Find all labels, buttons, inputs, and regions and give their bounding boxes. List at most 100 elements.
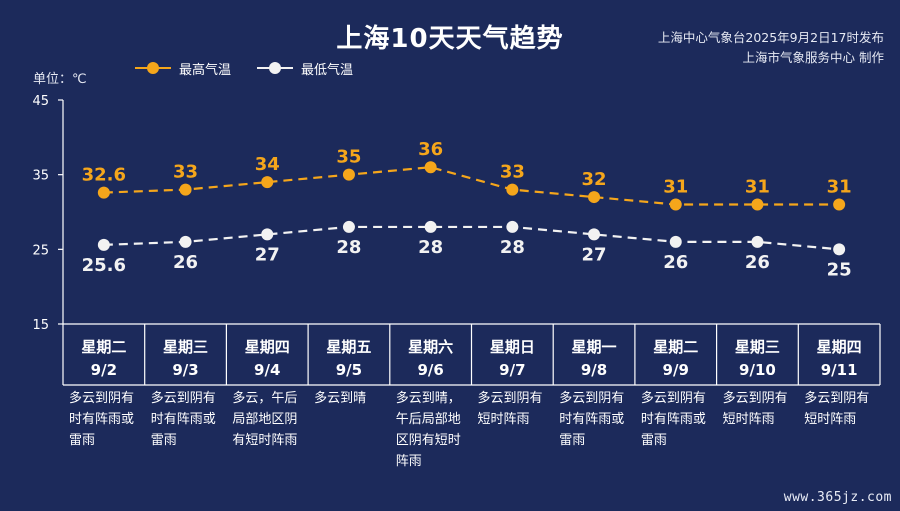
day-date: 9/4	[254, 361, 281, 379]
data-point-high	[261, 176, 274, 189]
day-weekday: 星期六	[408, 338, 454, 356]
chart-series	[97, 161, 846, 256]
legend-swatch-high	[135, 62, 171, 74]
day-description: 多云到阴有短时阵雨	[477, 391, 543, 427]
data-point-high	[588, 191, 601, 204]
watermark: www.365jz.com	[783, 490, 892, 505]
data-label-low: 26	[663, 252, 688, 273]
data-point-high	[833, 198, 846, 211]
data-point-high	[424, 161, 437, 174]
data-point-high	[506, 183, 519, 196]
y-tick-label: 35	[32, 169, 49, 184]
data-label-low: 25	[827, 259, 852, 280]
data-point-low	[97, 238, 110, 251]
day-cell: 星期日 9/7	[472, 327, 554, 385]
day-description: 多云到阴有时有阵雨或雷雨	[69, 391, 135, 448]
data-point-low	[342, 220, 355, 233]
day-weekday: 星期三	[163, 338, 209, 356]
day-weekday: 星期五	[326, 338, 372, 356]
day-cell: 星期四 9/4	[226, 327, 308, 385]
day-cell: 星期三 9/10	[717, 327, 799, 385]
publisher-line-1: 上海中心气象台2025年9月2日17时发布	[657, 30, 884, 45]
day-weekday: 星期日	[489, 338, 535, 356]
data-point-low	[261, 228, 274, 241]
data-label-low: 28	[418, 237, 443, 258]
day-description: 多云到阴有短时阵雨	[804, 391, 870, 427]
day-weekday: 星期四	[816, 338, 862, 356]
data-label-low: 27	[255, 244, 280, 265]
day-cell: 星期四 9/11	[798, 327, 880, 385]
legend-swatch-low	[257, 62, 293, 74]
day-cell: 星期二 9/2	[63, 327, 145, 385]
day-date: 9/5	[335, 361, 363, 379]
day-cell: 星期三 9/3	[145, 327, 227, 385]
series-line-high	[103, 166, 840, 206]
unit-label: 单位：℃	[33, 72, 87, 87]
day-date: 9/9	[662, 361, 689, 379]
day-weekday: 星期三	[734, 338, 780, 356]
legend-label-high: 最高气温	[179, 62, 232, 78]
data-label-high: 33	[500, 162, 525, 183]
data-point-high	[342, 168, 355, 181]
day-description: 多云到晴	[314, 391, 367, 406]
series-line-low	[103, 225, 840, 251]
legend-label-low: 最低气温	[301, 62, 354, 78]
day-date: 9/6	[417, 361, 444, 379]
chart-axes: 15 25 35 45	[32, 94, 64, 333]
data-point-high	[179, 183, 192, 196]
publisher-line-2: 上海市气象服务中心 制作	[742, 50, 884, 65]
data-point-low	[424, 220, 437, 233]
data-label-high: 31	[827, 177, 852, 198]
data-point-high	[751, 198, 764, 211]
day-description: 多云，午后局部地区阴有短时阵雨	[232, 391, 298, 448]
page-title: 上海10天天气趋势	[336, 24, 564, 54]
day-weekday: 星期二	[81, 338, 127, 356]
data-label-high: 32.6	[82, 165, 126, 186]
y-tick-label: 45	[32, 94, 49, 109]
day-weekday: 星期四	[244, 338, 290, 356]
day-cell: 星期六 9/6	[390, 327, 472, 385]
day-cell: 星期二 9/9	[635, 327, 717, 385]
day-weekday: 星期一	[571, 338, 617, 356]
day-description: 多云到阴有时有阵雨或雷雨	[150, 391, 216, 448]
y-tick-label: 15	[32, 318, 49, 333]
chart-data-labels: 32.6 33 34 35 36 33 32 31 31 31 25.6 26 27 28 28 28 27 26…	[82, 139, 852, 280]
data-label-low: 28	[336, 237, 361, 258]
day-description: 多云到阴有时有阵雨或雷雨	[559, 391, 625, 448]
data-point-high	[669, 198, 682, 211]
data-label-high: 35	[336, 147, 361, 168]
day-date: 9/7	[499, 361, 526, 379]
data-label-low: 28	[500, 237, 525, 258]
day-description: 多云到阴有时有阵雨或雷雨	[640, 391, 706, 448]
data-point-low	[588, 228, 601, 241]
data-label-low: 26	[745, 252, 770, 273]
data-point-low	[506, 220, 519, 233]
day-cell: 星期一 9/8	[553, 327, 635, 385]
day-date: 9/11	[820, 361, 858, 379]
day-table-grid	[62, 323, 881, 386]
data-point-low	[179, 235, 192, 248]
day-date: 9/2	[90, 361, 118, 379]
y-tick-label: 25	[32, 243, 49, 258]
day-date: 9/3	[172, 361, 199, 379]
data-point-low	[669, 235, 682, 248]
legend-item-high: 最高气温	[135, 58, 231, 78]
day-description: 多云到晴，午后局部地区阴有短时阵雨	[395, 391, 461, 469]
data-label-high: 34	[255, 154, 280, 175]
data-label-high: 33	[173, 162, 198, 183]
publisher-info: 上海中心气象台2025年9月2日17时发布 上海市气象服务中心 制作	[658, 28, 884, 68]
data-label-high: 31	[745, 177, 770, 198]
day-description: 多云到阴有短时阵雨	[722, 391, 788, 427]
data-label-low: 27	[582, 244, 607, 265]
data-label-high: 32	[582, 169, 607, 190]
data-point-high	[97, 186, 110, 199]
data-label-high: 31	[663, 177, 688, 198]
data-point-low	[751, 235, 764, 248]
day-date: 9/8	[580, 361, 608, 379]
data-label-low: 26	[173, 252, 198, 273]
data-label-high: 36	[418, 139, 443, 160]
legend-item-low: 最低气温	[257, 58, 353, 78]
day-weekday: 星期二	[653, 338, 699, 356]
day-cell: 星期五 9/5	[308, 327, 390, 385]
